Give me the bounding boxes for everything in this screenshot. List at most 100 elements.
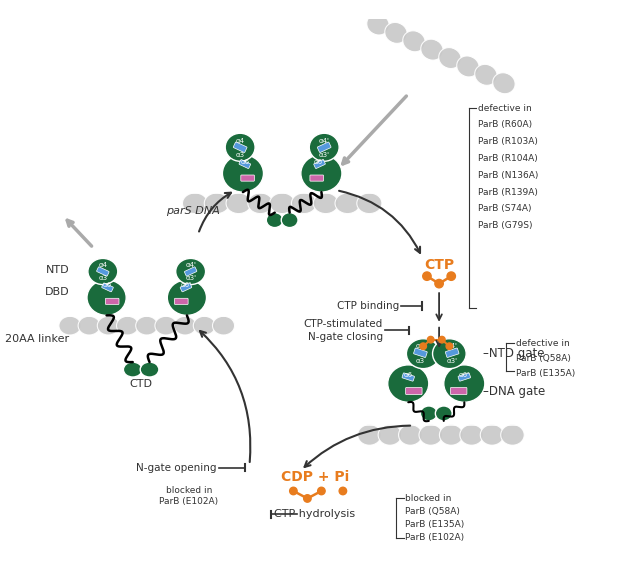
Ellipse shape (167, 280, 207, 315)
Ellipse shape (183, 193, 207, 214)
Text: α4: α4 (236, 137, 245, 144)
Text: CTP-stimulated
N-gate closing: CTP-stimulated N-gate closing (304, 319, 383, 342)
Ellipse shape (387, 365, 429, 402)
Ellipse shape (174, 316, 196, 335)
Ellipse shape (212, 316, 234, 335)
Text: blocked in: blocked in (405, 494, 452, 503)
Ellipse shape (270, 193, 295, 214)
Text: 20AA linker: 20AA linker (5, 333, 69, 344)
Text: ParB (Q58A): ParB (Q58A) (516, 354, 571, 363)
FancyBboxPatch shape (317, 142, 331, 153)
Ellipse shape (117, 316, 139, 335)
Text: α6': α6' (459, 372, 470, 378)
Text: –DNA gate: –DNA gate (483, 384, 545, 398)
Ellipse shape (399, 425, 422, 445)
FancyBboxPatch shape (106, 298, 119, 304)
Ellipse shape (420, 406, 437, 421)
Ellipse shape (474, 64, 497, 85)
Circle shape (447, 272, 455, 280)
Text: ParB (Q58A): ParB (Q58A) (405, 507, 460, 516)
FancyBboxPatch shape (241, 175, 254, 181)
FancyBboxPatch shape (180, 283, 192, 292)
Ellipse shape (358, 425, 381, 445)
FancyBboxPatch shape (97, 267, 109, 276)
Circle shape (339, 487, 347, 495)
Ellipse shape (421, 39, 443, 60)
Ellipse shape (444, 365, 485, 402)
Ellipse shape (136, 316, 158, 335)
Circle shape (423, 272, 431, 280)
Ellipse shape (59, 316, 81, 335)
Ellipse shape (457, 56, 479, 77)
Ellipse shape (155, 316, 177, 335)
Text: NTD: NTD (46, 264, 69, 274)
Text: α3': α3' (185, 275, 196, 281)
Text: defective in: defective in (478, 104, 532, 112)
Ellipse shape (439, 425, 463, 445)
FancyBboxPatch shape (313, 160, 325, 168)
Text: α6: α6 (404, 372, 413, 378)
FancyBboxPatch shape (184, 267, 197, 276)
Circle shape (428, 336, 434, 343)
Ellipse shape (204, 193, 230, 214)
Ellipse shape (267, 212, 283, 228)
Text: ParB (S74A): ParB (S74A) (478, 204, 532, 214)
Ellipse shape (501, 425, 524, 445)
Text: CTD: CTD (130, 378, 152, 388)
Ellipse shape (357, 193, 382, 214)
Text: α4': α4' (447, 343, 458, 349)
Ellipse shape (419, 425, 442, 445)
Circle shape (435, 280, 443, 288)
Ellipse shape (385, 22, 407, 43)
Text: ParB (E102A): ParB (E102A) (405, 533, 465, 542)
Ellipse shape (78, 316, 100, 335)
FancyBboxPatch shape (239, 160, 251, 168)
FancyBboxPatch shape (458, 373, 471, 381)
FancyBboxPatch shape (175, 298, 188, 304)
Ellipse shape (301, 155, 342, 192)
Ellipse shape (366, 14, 389, 35)
Text: α3: α3 (236, 152, 245, 158)
Ellipse shape (140, 362, 159, 377)
Text: ParB (G79S): ParB (G79S) (478, 221, 533, 230)
Text: α6': α6' (180, 283, 191, 288)
Ellipse shape (222, 155, 263, 192)
Ellipse shape (480, 425, 503, 445)
Ellipse shape (335, 193, 360, 214)
Circle shape (289, 487, 297, 495)
Circle shape (304, 495, 311, 502)
Circle shape (420, 343, 426, 349)
Text: CTP binding: CTP binding (337, 301, 399, 311)
Ellipse shape (313, 193, 338, 214)
Text: α4': α4' (185, 262, 196, 268)
Text: α4: α4 (98, 262, 107, 268)
FancyBboxPatch shape (310, 175, 323, 181)
Ellipse shape (407, 339, 440, 369)
Text: ParB (R139A): ParB (R139A) (478, 188, 538, 197)
Text: CTP: CTP (424, 258, 454, 272)
Text: α3': α3' (319, 152, 329, 158)
Ellipse shape (439, 47, 461, 68)
Ellipse shape (87, 280, 126, 315)
Circle shape (439, 336, 445, 343)
Text: α3: α3 (416, 358, 425, 364)
Ellipse shape (176, 259, 205, 284)
Ellipse shape (226, 193, 251, 214)
Text: –NTD gate: –NTD gate (483, 347, 544, 360)
Text: ParB (R60A): ParB (R60A) (478, 121, 532, 129)
Text: defective in: defective in (516, 339, 569, 348)
Text: α6: α6 (103, 283, 112, 288)
FancyBboxPatch shape (445, 348, 459, 357)
FancyBboxPatch shape (450, 387, 467, 395)
Text: CDP + Pi: CDP + Pi (281, 470, 349, 484)
Ellipse shape (403, 31, 425, 51)
Text: DBD: DBD (44, 287, 69, 297)
FancyBboxPatch shape (405, 387, 422, 395)
Text: blocked in
ParB (E102A): blocked in ParB (E102A) (159, 486, 218, 505)
Text: parS DNA: parS DNA (166, 206, 220, 216)
Ellipse shape (88, 259, 118, 284)
Text: ParB (E135A): ParB (E135A) (516, 369, 575, 378)
Ellipse shape (460, 425, 483, 445)
Circle shape (318, 487, 325, 495)
Text: ParB (R103A): ParB (R103A) (478, 137, 538, 146)
